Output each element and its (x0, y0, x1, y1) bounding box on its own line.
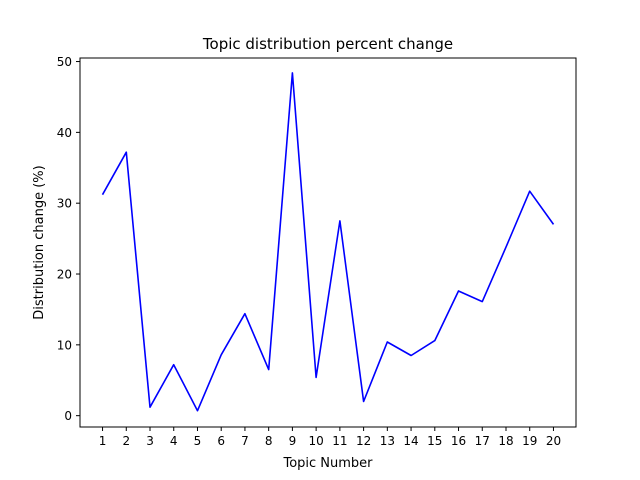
x-tick-label: 16 (451, 434, 466, 448)
x-tick-label: 2 (122, 434, 130, 448)
x-tick-label: 7 (241, 434, 249, 448)
x-tick-label: 17 (475, 434, 490, 448)
x-tick-label: 4 (170, 434, 178, 448)
x-tick-label: 3 (146, 434, 154, 448)
x-tick-label: 11 (332, 434, 347, 448)
y-tick-label: 0 (64, 409, 72, 423)
x-axis-label: Topic Number (282, 456, 373, 471)
x-tick-label: 20 (546, 434, 561, 448)
y-tick-label: 10 (57, 338, 72, 352)
x-tick-label: 18 (498, 434, 513, 448)
y-tick-label: 20 (57, 268, 72, 282)
x-tick-label: 10 (308, 434, 323, 448)
chart-title: Topic distribution percent change (202, 35, 453, 53)
x-tick-label: 6 (217, 434, 225, 448)
y-tick-label: 40 (57, 126, 72, 140)
x-tick-label: 1 (99, 434, 107, 448)
x-tick-label: 14 (403, 434, 418, 448)
x-tick-label: 9 (289, 434, 297, 448)
y-tick-label: 50 (57, 55, 72, 69)
x-tick-label: 19 (522, 434, 537, 448)
x-tick-label: 13 (380, 434, 395, 448)
series-line (101, 72, 555, 412)
plot-area-frame (79, 57, 577, 428)
x-tick-label: 8 (265, 434, 273, 448)
y-tick-label: 30 (57, 197, 72, 211)
x-tick-label: 15 (427, 434, 442, 448)
y-axis-label: Distribution change (%) (32, 165, 47, 319)
x-tick-label: 12 (356, 434, 371, 448)
x-tick-label: 5 (194, 434, 202, 448)
